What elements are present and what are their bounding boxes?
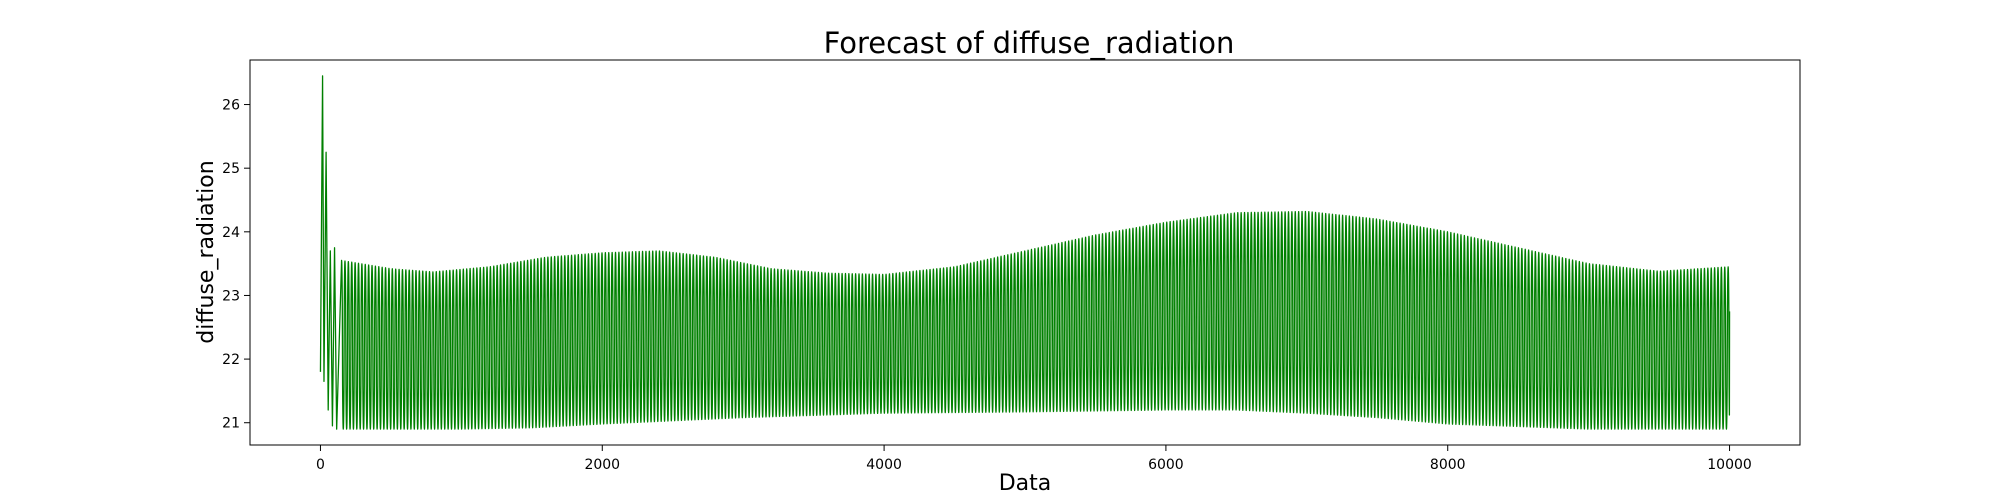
x-tick-label: 4000: [866, 457, 902, 473]
y-tick-label: 25: [222, 161, 240, 177]
x-axis: 0 2000 4000 6000 8000 10000: [316, 445, 1752, 473]
x-tick-label: 2000: [584, 457, 620, 473]
x-axis-label: Data: [999, 471, 1052, 496]
chart-title: Forecast of diffuse_radiation: [824, 26, 1235, 60]
y-tick-label: 26: [222, 98, 240, 114]
y-tick-label: 21: [222, 416, 240, 432]
x-tick-label: 0: [316, 457, 325, 473]
x-tick-label: 10000: [1707, 457, 1752, 473]
y-tick-label: 24: [222, 225, 240, 241]
y-axis-label: diffuse_radiation: [194, 160, 219, 343]
x-tick-label: 8000: [1430, 457, 1466, 473]
y-tick-label: 23: [222, 288, 240, 304]
series-line: [319, 75, 1731, 430]
plot-frame: [249, 59, 1801, 446]
y-tick-label: 22: [222, 352, 240, 368]
y-axis: 21 22 23 24 25 26: [222, 98, 250, 432]
x-tick-label: 6000: [1148, 457, 1184, 473]
series-layer: [319, 75, 1731, 430]
